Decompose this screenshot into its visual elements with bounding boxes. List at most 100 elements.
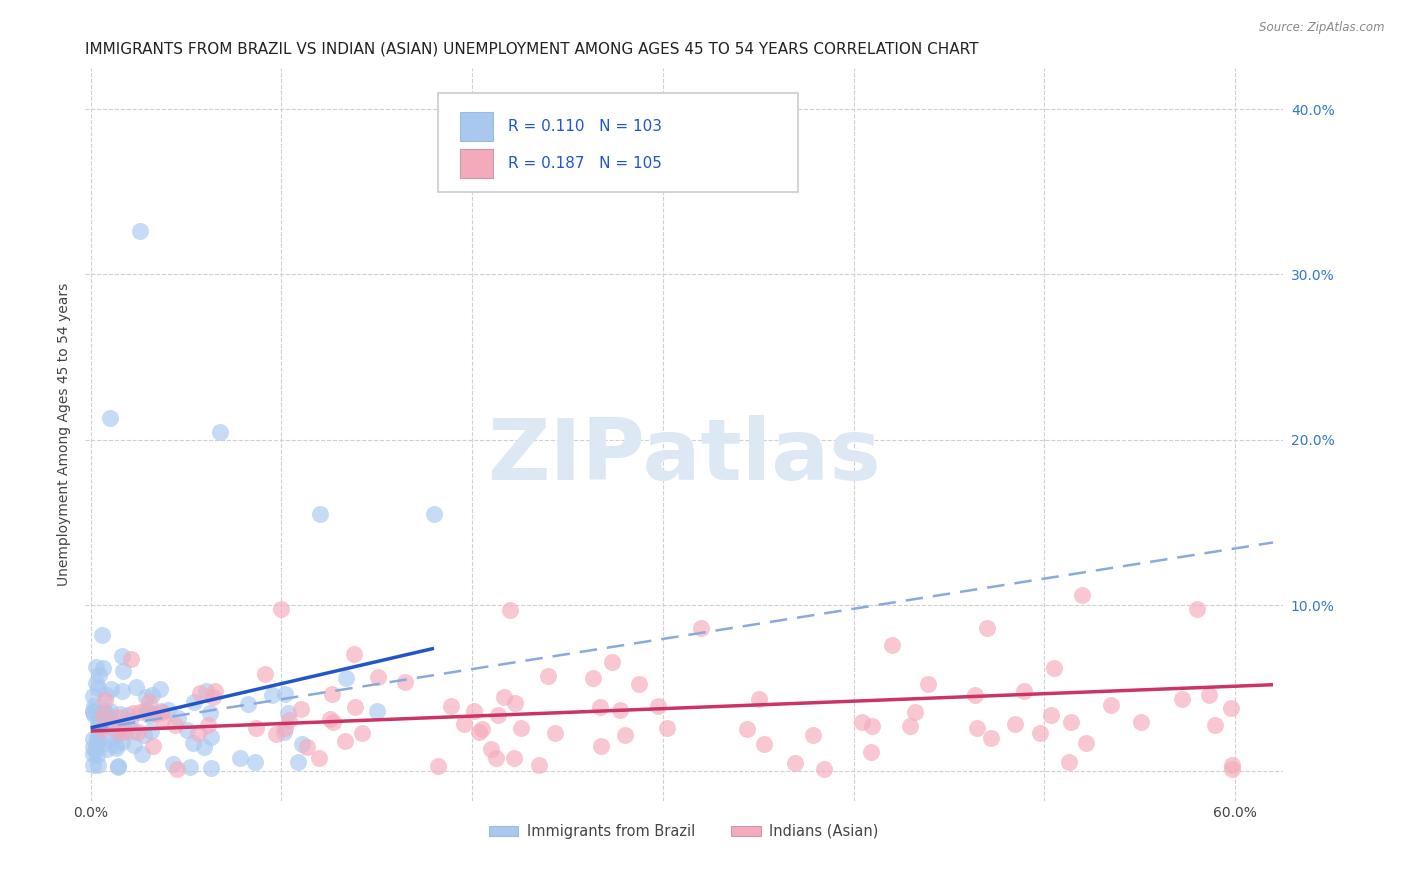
Point xyxy=(188,685,211,699)
Point xyxy=(82,689,104,703)
Point xyxy=(1198,688,1220,702)
Point xyxy=(131,747,153,761)
Point xyxy=(200,730,222,744)
Point xyxy=(82,757,104,772)
Point xyxy=(333,734,356,748)
Point xyxy=(90,723,112,737)
Point xyxy=(295,740,318,755)
Point xyxy=(91,714,114,729)
Point xyxy=(440,698,463,713)
Point xyxy=(141,724,163,739)
Point xyxy=(352,726,374,740)
Point xyxy=(228,750,250,764)
Legend: Immigrants from Brazil, Indians (Asian): Immigrants from Brazil, Indians (Asian) xyxy=(484,818,884,845)
Point xyxy=(111,648,134,663)
FancyBboxPatch shape xyxy=(460,149,494,178)
Point xyxy=(122,724,145,739)
Point xyxy=(100,682,122,697)
Point xyxy=(97,715,120,730)
Point xyxy=(87,714,110,728)
Point xyxy=(394,674,416,689)
Point xyxy=(426,759,449,773)
Point xyxy=(82,731,104,746)
Text: ZIPatlas: ZIPatlas xyxy=(486,415,880,498)
Point xyxy=(801,728,824,742)
Point xyxy=(366,705,388,719)
Point xyxy=(471,722,494,736)
FancyBboxPatch shape xyxy=(460,112,494,141)
Point xyxy=(748,692,770,706)
Point xyxy=(105,740,128,755)
Point xyxy=(544,725,567,739)
Point xyxy=(860,718,883,732)
Point xyxy=(86,736,108,750)
Point xyxy=(91,704,114,718)
Point xyxy=(260,688,283,702)
Point xyxy=(537,669,560,683)
Point xyxy=(198,706,221,721)
Point xyxy=(1071,588,1094,602)
Point xyxy=(142,739,165,753)
Point xyxy=(135,703,157,717)
Point xyxy=(179,760,201,774)
Point xyxy=(290,702,312,716)
Point xyxy=(319,712,342,726)
Point xyxy=(93,717,115,731)
Point xyxy=(112,719,135,733)
Point xyxy=(82,740,104,755)
Point xyxy=(108,706,131,721)
Point xyxy=(90,706,112,721)
Point xyxy=(91,737,114,751)
Point xyxy=(209,425,232,439)
Point xyxy=(1129,715,1152,730)
Point xyxy=(84,676,107,690)
Point xyxy=(851,714,873,729)
Point xyxy=(125,680,148,694)
Point xyxy=(94,706,117,721)
Point xyxy=(278,714,301,728)
Point xyxy=(183,695,205,709)
Point xyxy=(690,622,713,636)
Point xyxy=(103,730,125,744)
Point xyxy=(107,760,129,774)
Point xyxy=(486,707,509,722)
Point xyxy=(980,731,1002,746)
Point xyxy=(84,660,107,674)
Text: IMMIGRANTS FROM BRAZIL VS INDIAN (ASIAN) UNEMPLOYMENT AMONG AGES 45 TO 54 YEARS : IMMIGRANTS FROM BRAZIL VS INDIAN (ASIAN)… xyxy=(86,42,979,57)
Point xyxy=(1220,758,1243,772)
Point xyxy=(898,719,921,733)
Point xyxy=(96,688,118,702)
Point xyxy=(453,717,475,731)
Point xyxy=(1204,718,1226,732)
Point xyxy=(150,712,173,726)
Point xyxy=(86,747,108,762)
Point xyxy=(114,725,136,739)
Point xyxy=(162,756,184,771)
Point xyxy=(503,750,526,764)
Point xyxy=(273,724,295,739)
Point xyxy=(187,726,209,740)
Point xyxy=(510,722,533,736)
Point xyxy=(94,706,117,720)
Point xyxy=(87,668,110,682)
Point xyxy=(87,720,110,734)
Point xyxy=(468,725,491,739)
Point xyxy=(107,710,129,724)
Point xyxy=(423,508,446,522)
Point xyxy=(463,704,485,718)
Point xyxy=(274,721,297,735)
Point xyxy=(754,737,776,751)
Point xyxy=(655,721,678,735)
Point xyxy=(136,706,159,720)
Point xyxy=(104,738,127,752)
Point xyxy=(91,707,114,722)
Point xyxy=(143,706,166,721)
Point xyxy=(322,715,344,730)
Point xyxy=(82,705,104,719)
Point xyxy=(129,705,152,719)
Point xyxy=(138,708,160,723)
Point xyxy=(201,690,224,704)
Point xyxy=(343,647,366,661)
Point xyxy=(1185,601,1208,615)
Point xyxy=(917,677,939,691)
